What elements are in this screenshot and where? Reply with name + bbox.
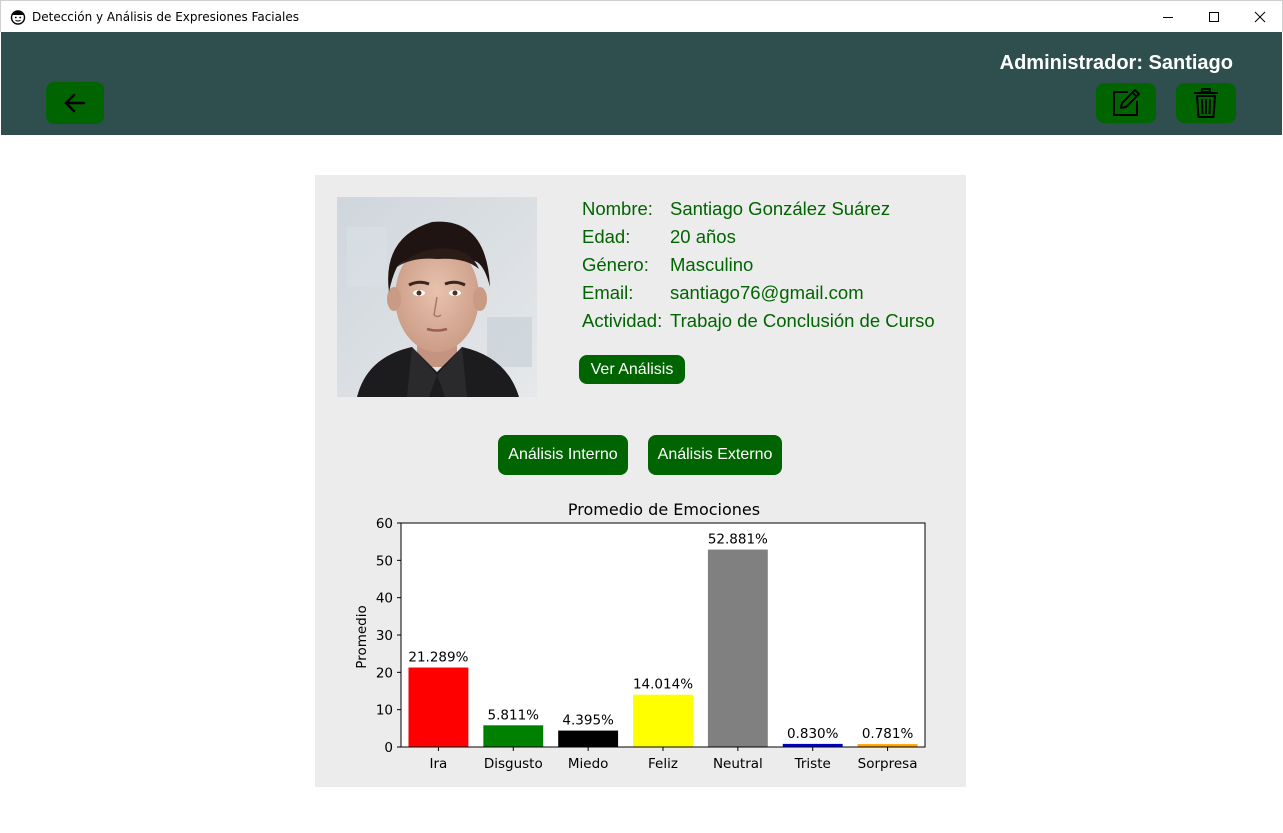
- edad-label: Edad:: [582, 226, 631, 247]
- chart-bar-value-label: 14.014%: [633, 677, 693, 693]
- chart-bar-value-label: 4.395%: [562, 713, 614, 729]
- person-portrait-icon: [337, 197, 537, 397]
- genero-label: Género:: [582, 254, 649, 275]
- chart-y-tick-label: 40: [376, 591, 393, 607]
- chart-bar-sorpresa: [857, 744, 918, 747]
- minimize-button[interactable]: [1145, 1, 1191, 33]
- chart-bar-neutral: [707, 549, 768, 747]
- edit-button[interactable]: [1096, 83, 1156, 123]
- actividad-label: Actividad:: [582, 310, 663, 331]
- chart-x-tick-label: Miedo: [568, 756, 609, 772]
- chart-y-tick-label: 0: [384, 740, 393, 756]
- chart-bar-value-label: 0.781%: [862, 726, 914, 742]
- chart-y-tick-label: 50: [376, 553, 393, 569]
- chart-x-tick-label: Triste: [794, 756, 831, 772]
- chart-bar-ira: [408, 667, 469, 747]
- chart-y-axis-label: Promedio: [354, 605, 370, 668]
- chart-x-tick-label: Disgusto: [484, 756, 543, 772]
- admin-label: Administrador: Santiago: [999, 52, 1233, 74]
- chart-plot-area: 21.289% Ira 5.811% Disgusto 4.395% Miedo 14.01…: [376, 516, 926, 772]
- delete-button[interactable]: [1176, 83, 1236, 123]
- emotions-bar-chart: Promedio de Emociones Promedio 21.289% Ir…: [354, 500, 926, 772]
- maximize-icon: [1209, 12, 1219, 22]
- maximize-button[interactable]: [1191, 1, 1237, 33]
- edit-icon: [1113, 89, 1140, 116]
- trash-icon: [1194, 88, 1218, 118]
- chart-title: Promedio de Emociones: [568, 500, 760, 519]
- chart-y-tick-label: 30: [376, 628, 393, 644]
- chart-y-tick-label: 20: [376, 665, 393, 681]
- chart-bar-disgusto: [483, 725, 544, 747]
- chart-y-tick-label: 10: [376, 703, 393, 719]
- close-icon: [1254, 11, 1266, 23]
- email-label: Email:: [582, 282, 634, 303]
- chart-x-tick-label: Ira: [430, 756, 448, 772]
- chart-bar-value-label: 0.830%: [787, 726, 839, 742]
- chart-bar-value-label: 21.289%: [408, 650, 468, 666]
- chart-bar-value-label: 5.811%: [488, 707, 540, 723]
- window-title-bar: Detección y Análisis de Expresiones Faci…: [0, 0, 1283, 32]
- genero-value: Masculino: [670, 254, 754, 275]
- ver-analisis-button[interactable]: Ver Análisis: [579, 355, 685, 384]
- chart-x-tick-label: Sorpresa: [858, 756, 918, 772]
- chart-frame: [400, 522, 926, 748]
- chart-bar-triste: [782, 743, 843, 747]
- arrow-left-icon: [64, 93, 86, 113]
- back-button[interactable]: [46, 82, 104, 124]
- analisis-externo-button[interactable]: Análisis Externo: [648, 435, 782, 475]
- chart-bar-value-label: 52.881%: [708, 532, 768, 548]
- email-value: santiago76@gmail.com: [670, 282, 864, 303]
- nombre-value: Santiago González Suárez: [670, 198, 891, 219]
- chart-bar-feliz: [633, 694, 693, 747]
- actividad-value: Trabajo de Conclusión de Curso: [670, 310, 935, 331]
- window-title: Detección y Análisis de Expresiones Faci…: [32, 10, 299, 24]
- edad-value: 20 años: [670, 226, 736, 247]
- profile-photo: [337, 197, 537, 397]
- chart-x-tick-label: Neutral: [713, 756, 763, 772]
- chart-x-tick-label: Feliz: [648, 756, 678, 772]
- chart-bar-miedo: [558, 730, 619, 747]
- app-header: Administrador: Santiago: [1, 32, 1282, 135]
- nombre-label: Nombre:: [582, 198, 653, 219]
- face-icon: [10, 10, 26, 25]
- profile-panel: Nombre: Santiago González Suárez Edad: 2…: [315, 175, 966, 787]
- close-button[interactable]: [1237, 1, 1283, 33]
- analisis-interno-button[interactable]: Análisis Interno: [498, 435, 628, 475]
- minimize-icon: [1163, 17, 1173, 18]
- chart-y-tick-label: 60: [376, 516, 393, 532]
